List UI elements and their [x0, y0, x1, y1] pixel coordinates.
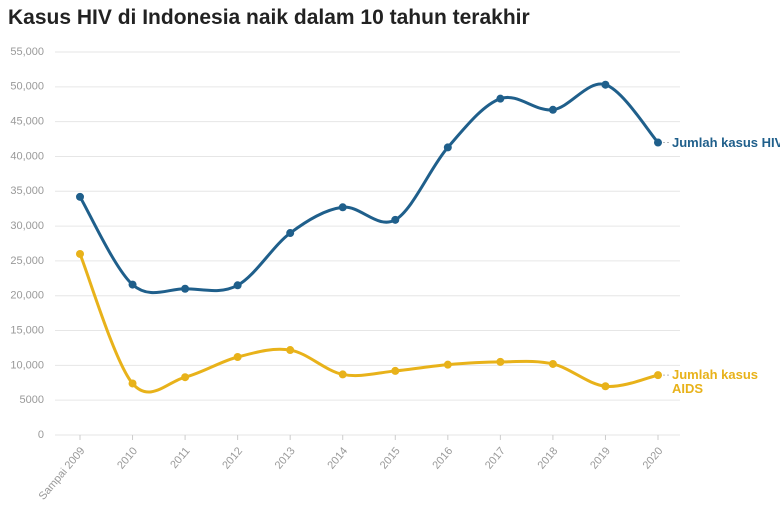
- data-point: [443, 360, 452, 369]
- data-point: [338, 203, 347, 212]
- x-tick-label: 2014: [325, 445, 350, 471]
- data-point: [286, 346, 295, 355]
- data-point: [181, 284, 190, 293]
- data-point: [391, 366, 400, 375]
- y-tick-label: 5000: [20, 394, 44, 406]
- x-tick-label: 2017: [483, 445, 508, 471]
- chart-title: Kasus HIV di Indonesia naik dalam 10 tah…: [8, 6, 530, 29]
- x-tick-label: 2018: [536, 445, 561, 471]
- data-point: [496, 94, 505, 103]
- data-point: [391, 215, 400, 224]
- data-point: [233, 281, 242, 290]
- data-point: [548, 359, 557, 368]
- y-tick-label: 15,000: [10, 324, 44, 336]
- x-tick-label: 2019: [588, 445, 613, 471]
- data-point: [128, 379, 137, 388]
- y-tick-label: 10,000: [10, 359, 44, 371]
- data-point: [181, 373, 190, 382]
- data-point: [128, 280, 137, 289]
- y-tick-label: 25,000: [10, 255, 44, 267]
- y-tick-label: 45,000: [10, 116, 44, 128]
- y-tick-label: 50,000: [10, 81, 44, 93]
- x-tick-label: Sampai 2009: [37, 445, 88, 502]
- data-point: [233, 353, 242, 362]
- y-tick-label: 55,000: [10, 46, 44, 58]
- y-tick-label: 0: [38, 429, 44, 441]
- data-point: [443, 143, 452, 152]
- data-point: [548, 105, 557, 114]
- data-point: [654, 138, 662, 147]
- data-point: [76, 192, 84, 201]
- x-tick-label: 2012: [220, 445, 245, 471]
- series-label: Jumlah kasus HIV: [672, 134, 780, 150]
- data-point: [496, 357, 505, 366]
- series-label: Jumlah kasus AIDS: [672, 367, 758, 397]
- data-point: [601, 80, 610, 89]
- y-tick-label: 35,000: [10, 185, 44, 197]
- y-tick-label: 40,000: [10, 150, 44, 162]
- data-point: [286, 229, 295, 238]
- data-point: [338, 370, 347, 379]
- data-point: [601, 382, 610, 391]
- data-point: [76, 249, 84, 258]
- y-tick-label: 20,000: [10, 290, 44, 302]
- series-line: [78, 82, 660, 295]
- x-tick-label: 2010: [115, 445, 140, 471]
- x-tick-label: 2020: [641, 445, 666, 471]
- series-line: [78, 253, 659, 394]
- x-tick-label: 2011: [168, 445, 192, 471]
- x-tick-label: 2013: [273, 445, 298, 471]
- y-tick-label: 30,000: [10, 220, 44, 232]
- x-tick-label: 2015: [378, 445, 403, 471]
- x-tick-label: 2016: [430, 445, 455, 471]
- data-point: [654, 371, 662, 380]
